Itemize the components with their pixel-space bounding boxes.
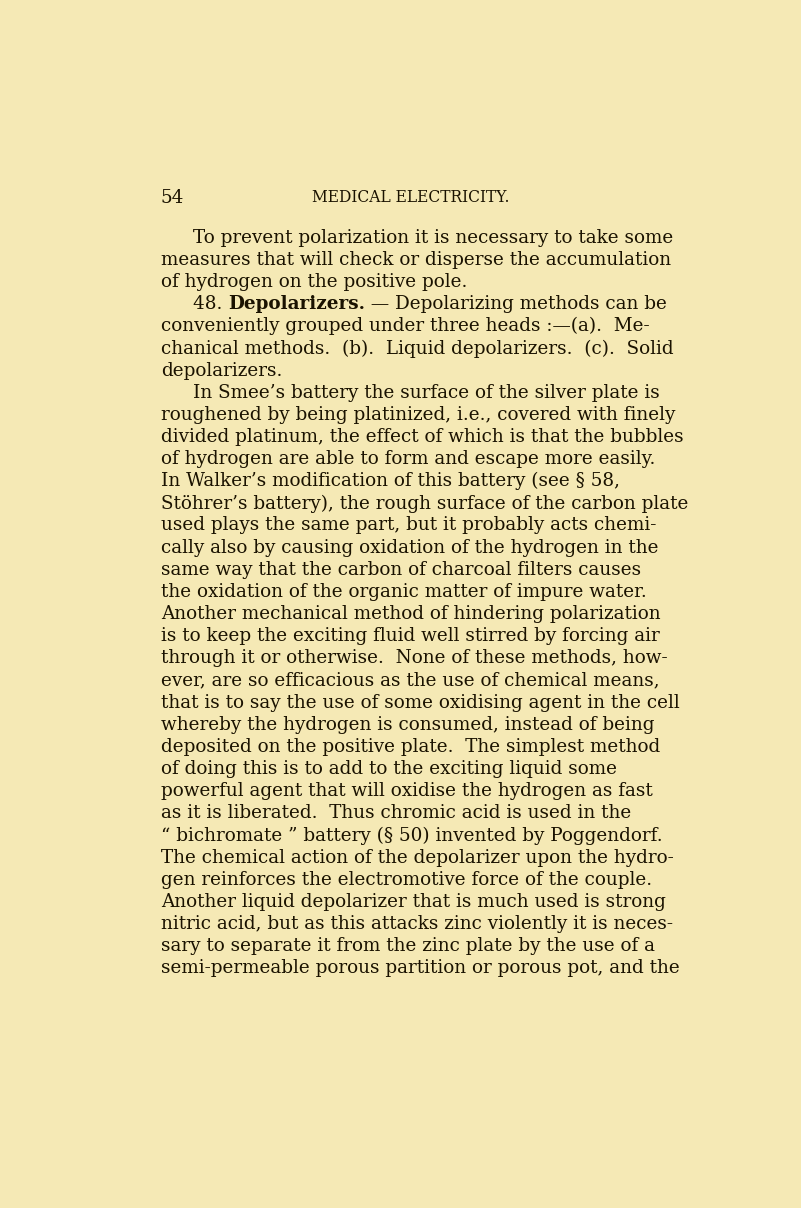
Text: The chemical action of the depolarizer upon the hydro-: The chemical action of the depolarizer u…: [161, 848, 674, 866]
Text: sary to separate it from the zinc plate by the use of a: sary to separate it from the zinc plate …: [161, 937, 655, 956]
Text: 54: 54: [161, 188, 184, 207]
Text: In Smee’s battery the surface of the silver plate is: In Smee’s battery the surface of the sil…: [193, 384, 660, 401]
Text: MEDICAL ELECTRICITY.: MEDICAL ELECTRICITY.: [312, 188, 509, 205]
Text: deposited on the positive plate.  The simplest method: deposited on the positive plate. The sim…: [161, 738, 660, 756]
Text: chanical methods.  (b).  Liquid depolarizers.  (c).  Solid: chanical methods. (b). Liquid depolarize…: [161, 339, 674, 358]
Text: Stöhrer’s battery), the rough surface of the carbon plate: Stöhrer’s battery), the rough surface of…: [161, 494, 688, 512]
Text: depolarizers.: depolarizers.: [161, 361, 282, 379]
Text: used plays the same part, but it probably acts chemi-: used plays the same part, but it probabl…: [161, 517, 656, 534]
Text: — Depolarizing methods can be: — Depolarizing methods can be: [365, 295, 667, 313]
Text: as it is liberated.  Thus chromic acid is used in the: as it is liberated. Thus chromic acid is…: [161, 805, 631, 823]
Text: To prevent polarization it is necessary to take some: To prevent polarization it is necessary …: [193, 228, 674, 246]
Text: is to keep the exciting fluid well stirred by forcing air: is to keep the exciting fluid well stirr…: [161, 627, 660, 645]
Text: that is to say the use of some oxidising agent in the cell: that is to say the use of some oxidising…: [161, 693, 680, 712]
Text: conveniently grouped under three heads :—(a).  Me-: conveniently grouped under three heads :…: [161, 318, 650, 336]
Text: whereby the hydrogen is consumed, instead of being: whereby the hydrogen is consumed, instea…: [161, 715, 654, 733]
Text: gen reinforces the electromotive force of the couple.: gen reinforces the electromotive force o…: [161, 871, 652, 889]
Text: same way that the carbon of charcoal filters causes: same way that the carbon of charcoal fil…: [161, 561, 641, 579]
Text: nitric acid, but as this attacks zinc violently it is neces-: nitric acid, but as this attacks zinc vi…: [161, 914, 673, 933]
Text: the oxidation of the organic matter of impure water.: the oxidation of the organic matter of i…: [161, 583, 646, 600]
Text: “ bichromate ” battery (§ 50) invented by Poggendorf.: “ bichromate ” battery (§ 50) invented b…: [161, 826, 662, 844]
Text: Depolarizers.: Depolarizers.: [228, 295, 365, 313]
Text: powerful agent that will oxidise the hydrogen as fast: powerful agent that will oxidise the hyd…: [161, 782, 653, 800]
Text: ever, are so efficacious as the use of chemical means,: ever, are so efficacious as the use of c…: [161, 672, 659, 690]
Text: of doing this is to add to the exciting liquid some: of doing this is to add to the exciting …: [161, 760, 617, 778]
Text: In Walker’s modification of this battery (see § 58,: In Walker’s modification of this battery…: [161, 472, 620, 490]
Text: of hydrogen on the positive pole.: of hydrogen on the positive pole.: [161, 273, 467, 291]
Text: cally also by causing oxidation of the hydrogen in the: cally also by causing oxidation of the h…: [161, 539, 658, 557]
Text: 48.: 48.: [193, 295, 228, 313]
Text: through it or otherwise.  None of these methods, how-: through it or otherwise. None of these m…: [161, 649, 667, 667]
Text: of hydrogen are able to form and escape more easily.: of hydrogen are able to form and escape …: [161, 451, 655, 467]
Text: semi-permeable porous partition or porous pot, and the: semi-permeable porous partition or porou…: [161, 959, 680, 977]
Text: divided platinum, the effect of which is that the bubbles: divided platinum, the effect of which is…: [161, 428, 683, 446]
Text: Another liquid depolarizer that is much used is strong: Another liquid depolarizer that is much …: [161, 893, 666, 911]
Text: roughened by being platinized, i.e., covered with finely: roughened by being platinized, i.e., cov…: [161, 406, 675, 424]
Text: Another mechanical method of hindering polarization: Another mechanical method of hindering p…: [161, 605, 661, 623]
Text: measures that will check or disperse the accumulation: measures that will check or disperse the…: [161, 251, 671, 269]
